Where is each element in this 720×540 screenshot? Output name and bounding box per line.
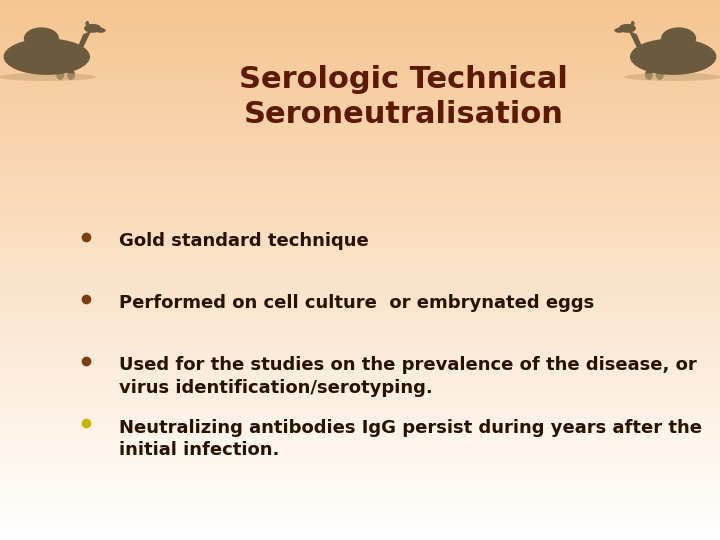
Ellipse shape	[96, 28, 106, 33]
Ellipse shape	[661, 28, 696, 50]
Ellipse shape	[56, 70, 64, 80]
Ellipse shape	[631, 21, 634, 26]
Ellipse shape	[625, 73, 720, 81]
Ellipse shape	[0, 73, 95, 81]
Text: Used for the studies on the prevalence of the disease, or
virus identification/s: Used for the studies on the prevalence o…	[119, 356, 696, 397]
Ellipse shape	[618, 24, 636, 33]
Ellipse shape	[656, 70, 664, 80]
Text: Serologic Technical
Seroneutralisation: Serologic Technical Seroneutralisation	[239, 65, 567, 129]
Ellipse shape	[614, 28, 624, 33]
Text: Neutralizing antibodies IgG persist during years after the
initial infection.: Neutralizing antibodies IgG persist duri…	[119, 418, 702, 460]
Ellipse shape	[630, 38, 716, 75]
Ellipse shape	[86, 21, 89, 26]
Ellipse shape	[645, 70, 653, 80]
Ellipse shape	[67, 70, 75, 80]
Polygon shape	[629, 31, 646, 56]
Text: Performed on cell culture  or embrynated eggs: Performed on cell culture or embrynated …	[119, 294, 594, 312]
Ellipse shape	[24, 28, 59, 50]
Ellipse shape	[4, 38, 90, 75]
Text: Gold standard technique: Gold standard technique	[119, 232, 369, 250]
Ellipse shape	[84, 24, 102, 33]
Polygon shape	[74, 31, 91, 56]
